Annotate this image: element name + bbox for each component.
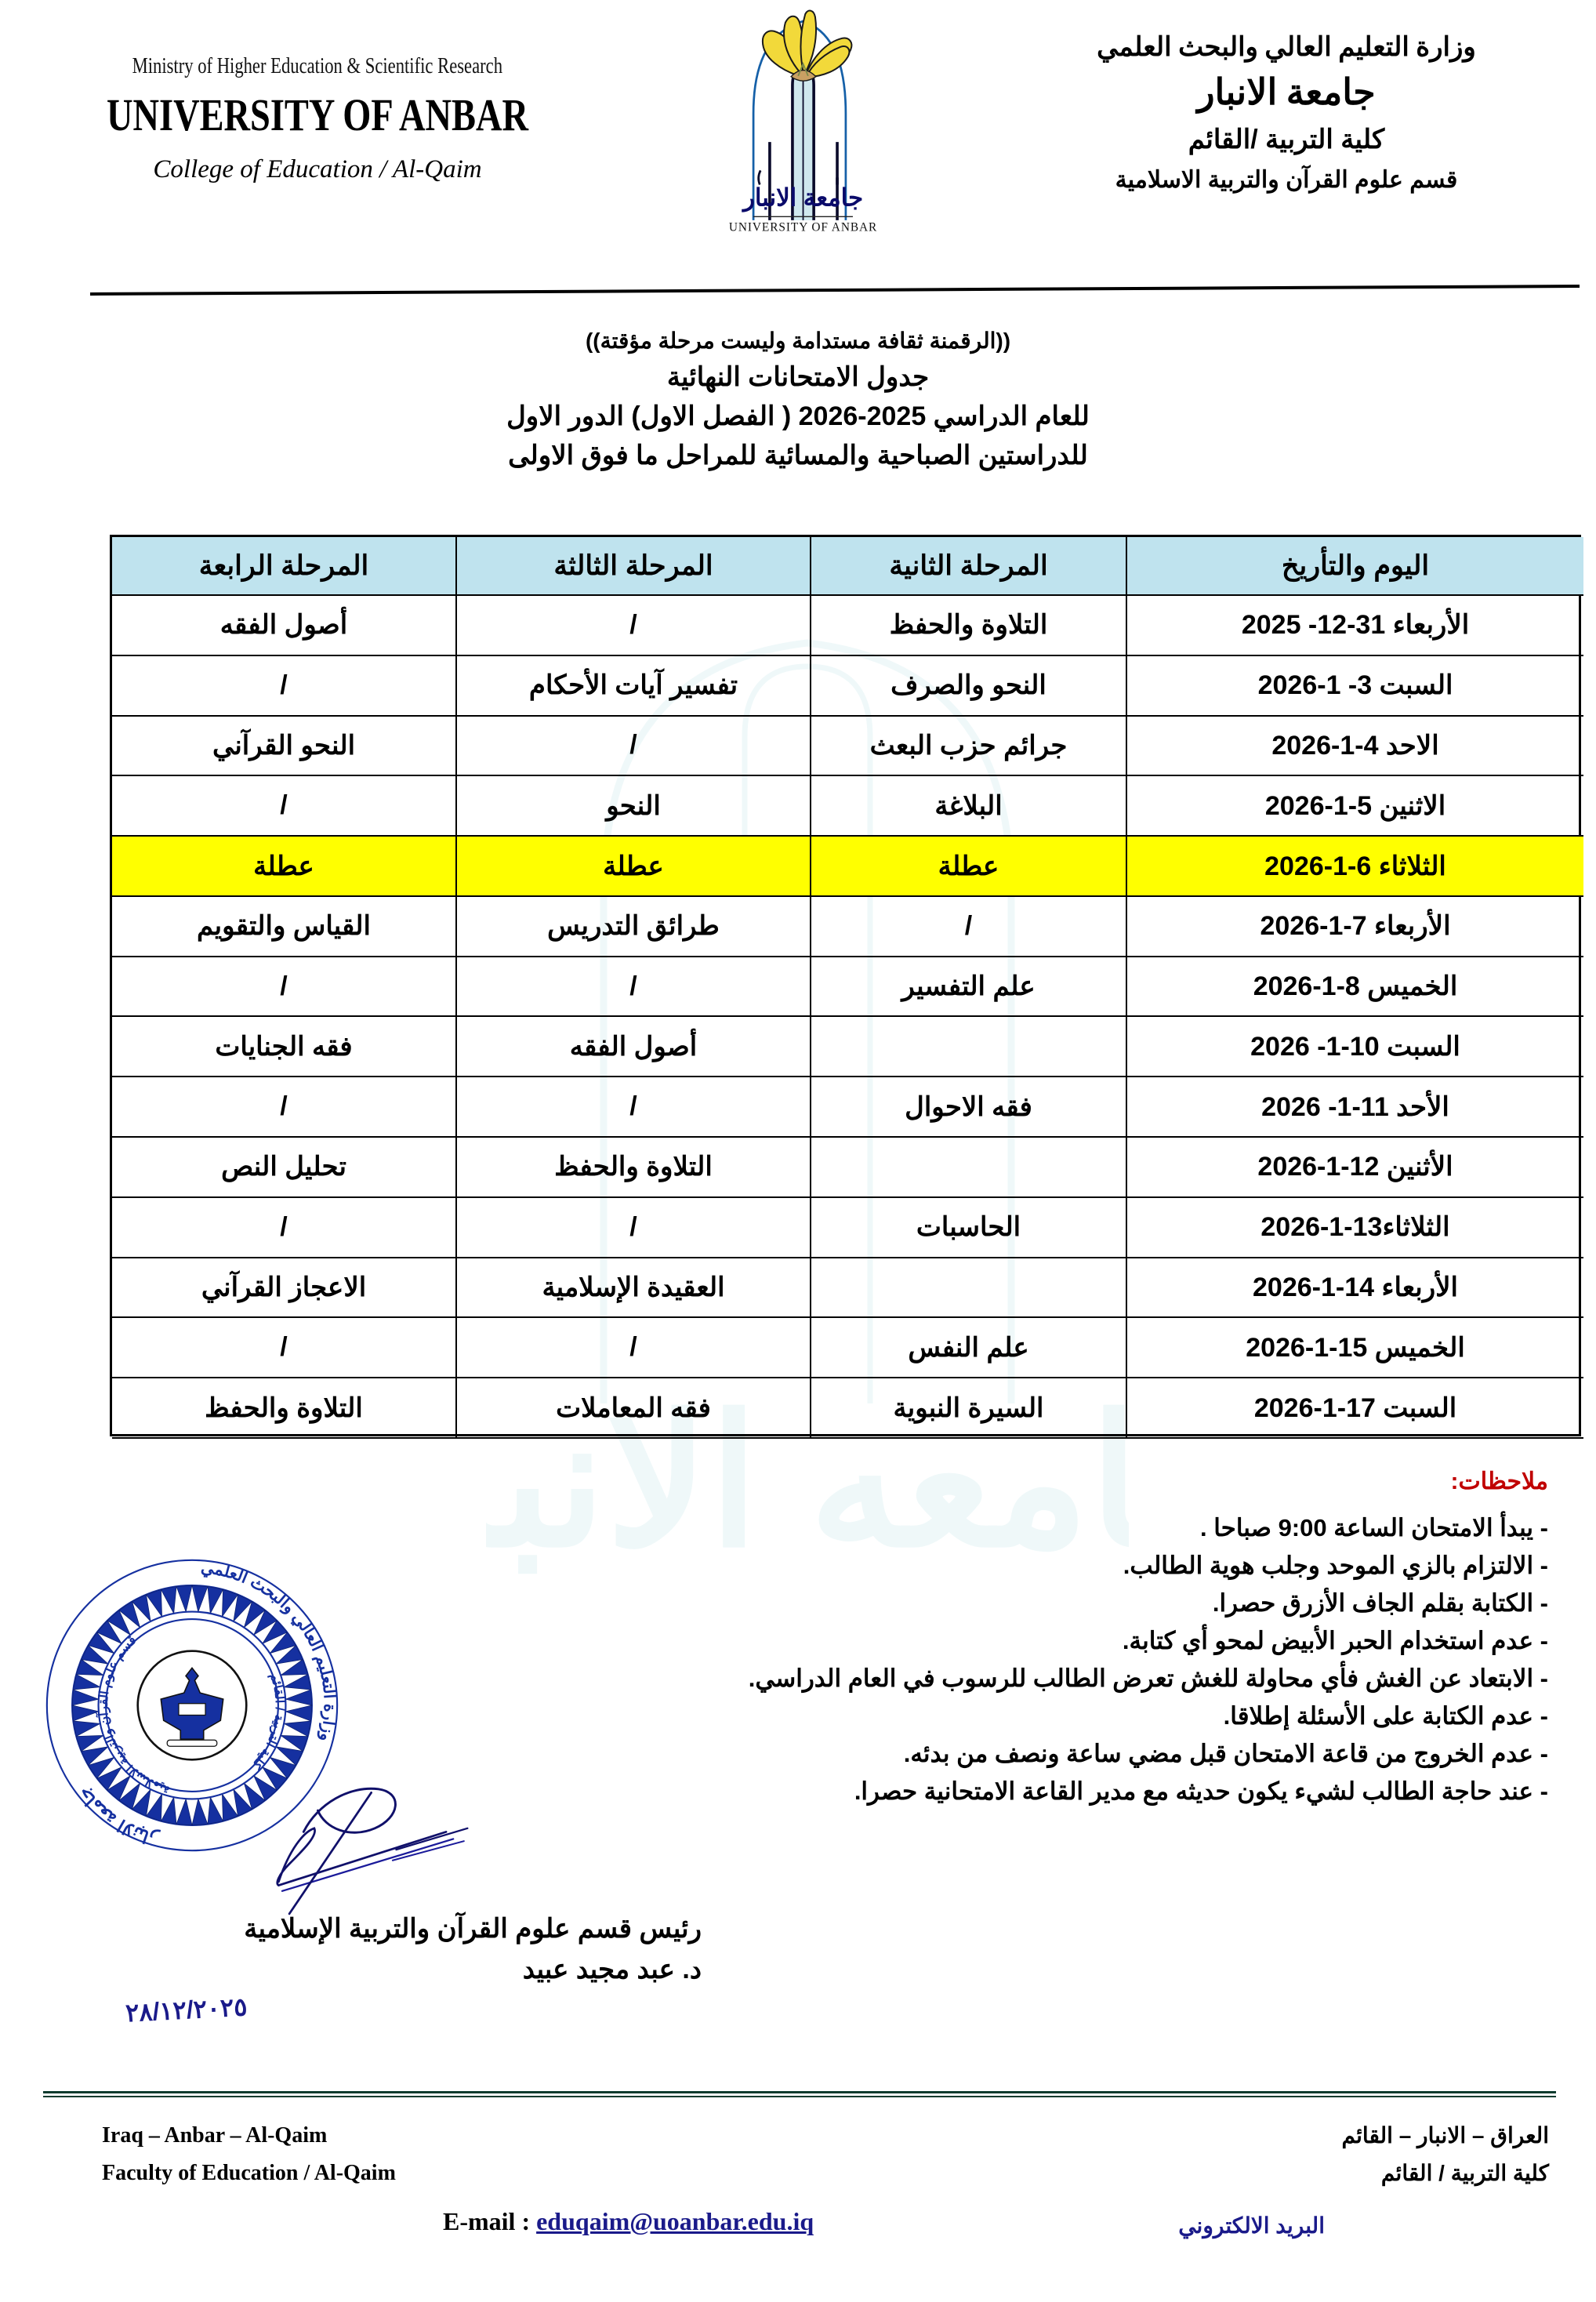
svg-text:UNIVERSITY OF ANBAR: UNIVERSITY OF ANBAR <box>729 220 877 234</box>
svg-text:جامعة الانبار: جامعة الانبار <box>742 184 863 213</box>
